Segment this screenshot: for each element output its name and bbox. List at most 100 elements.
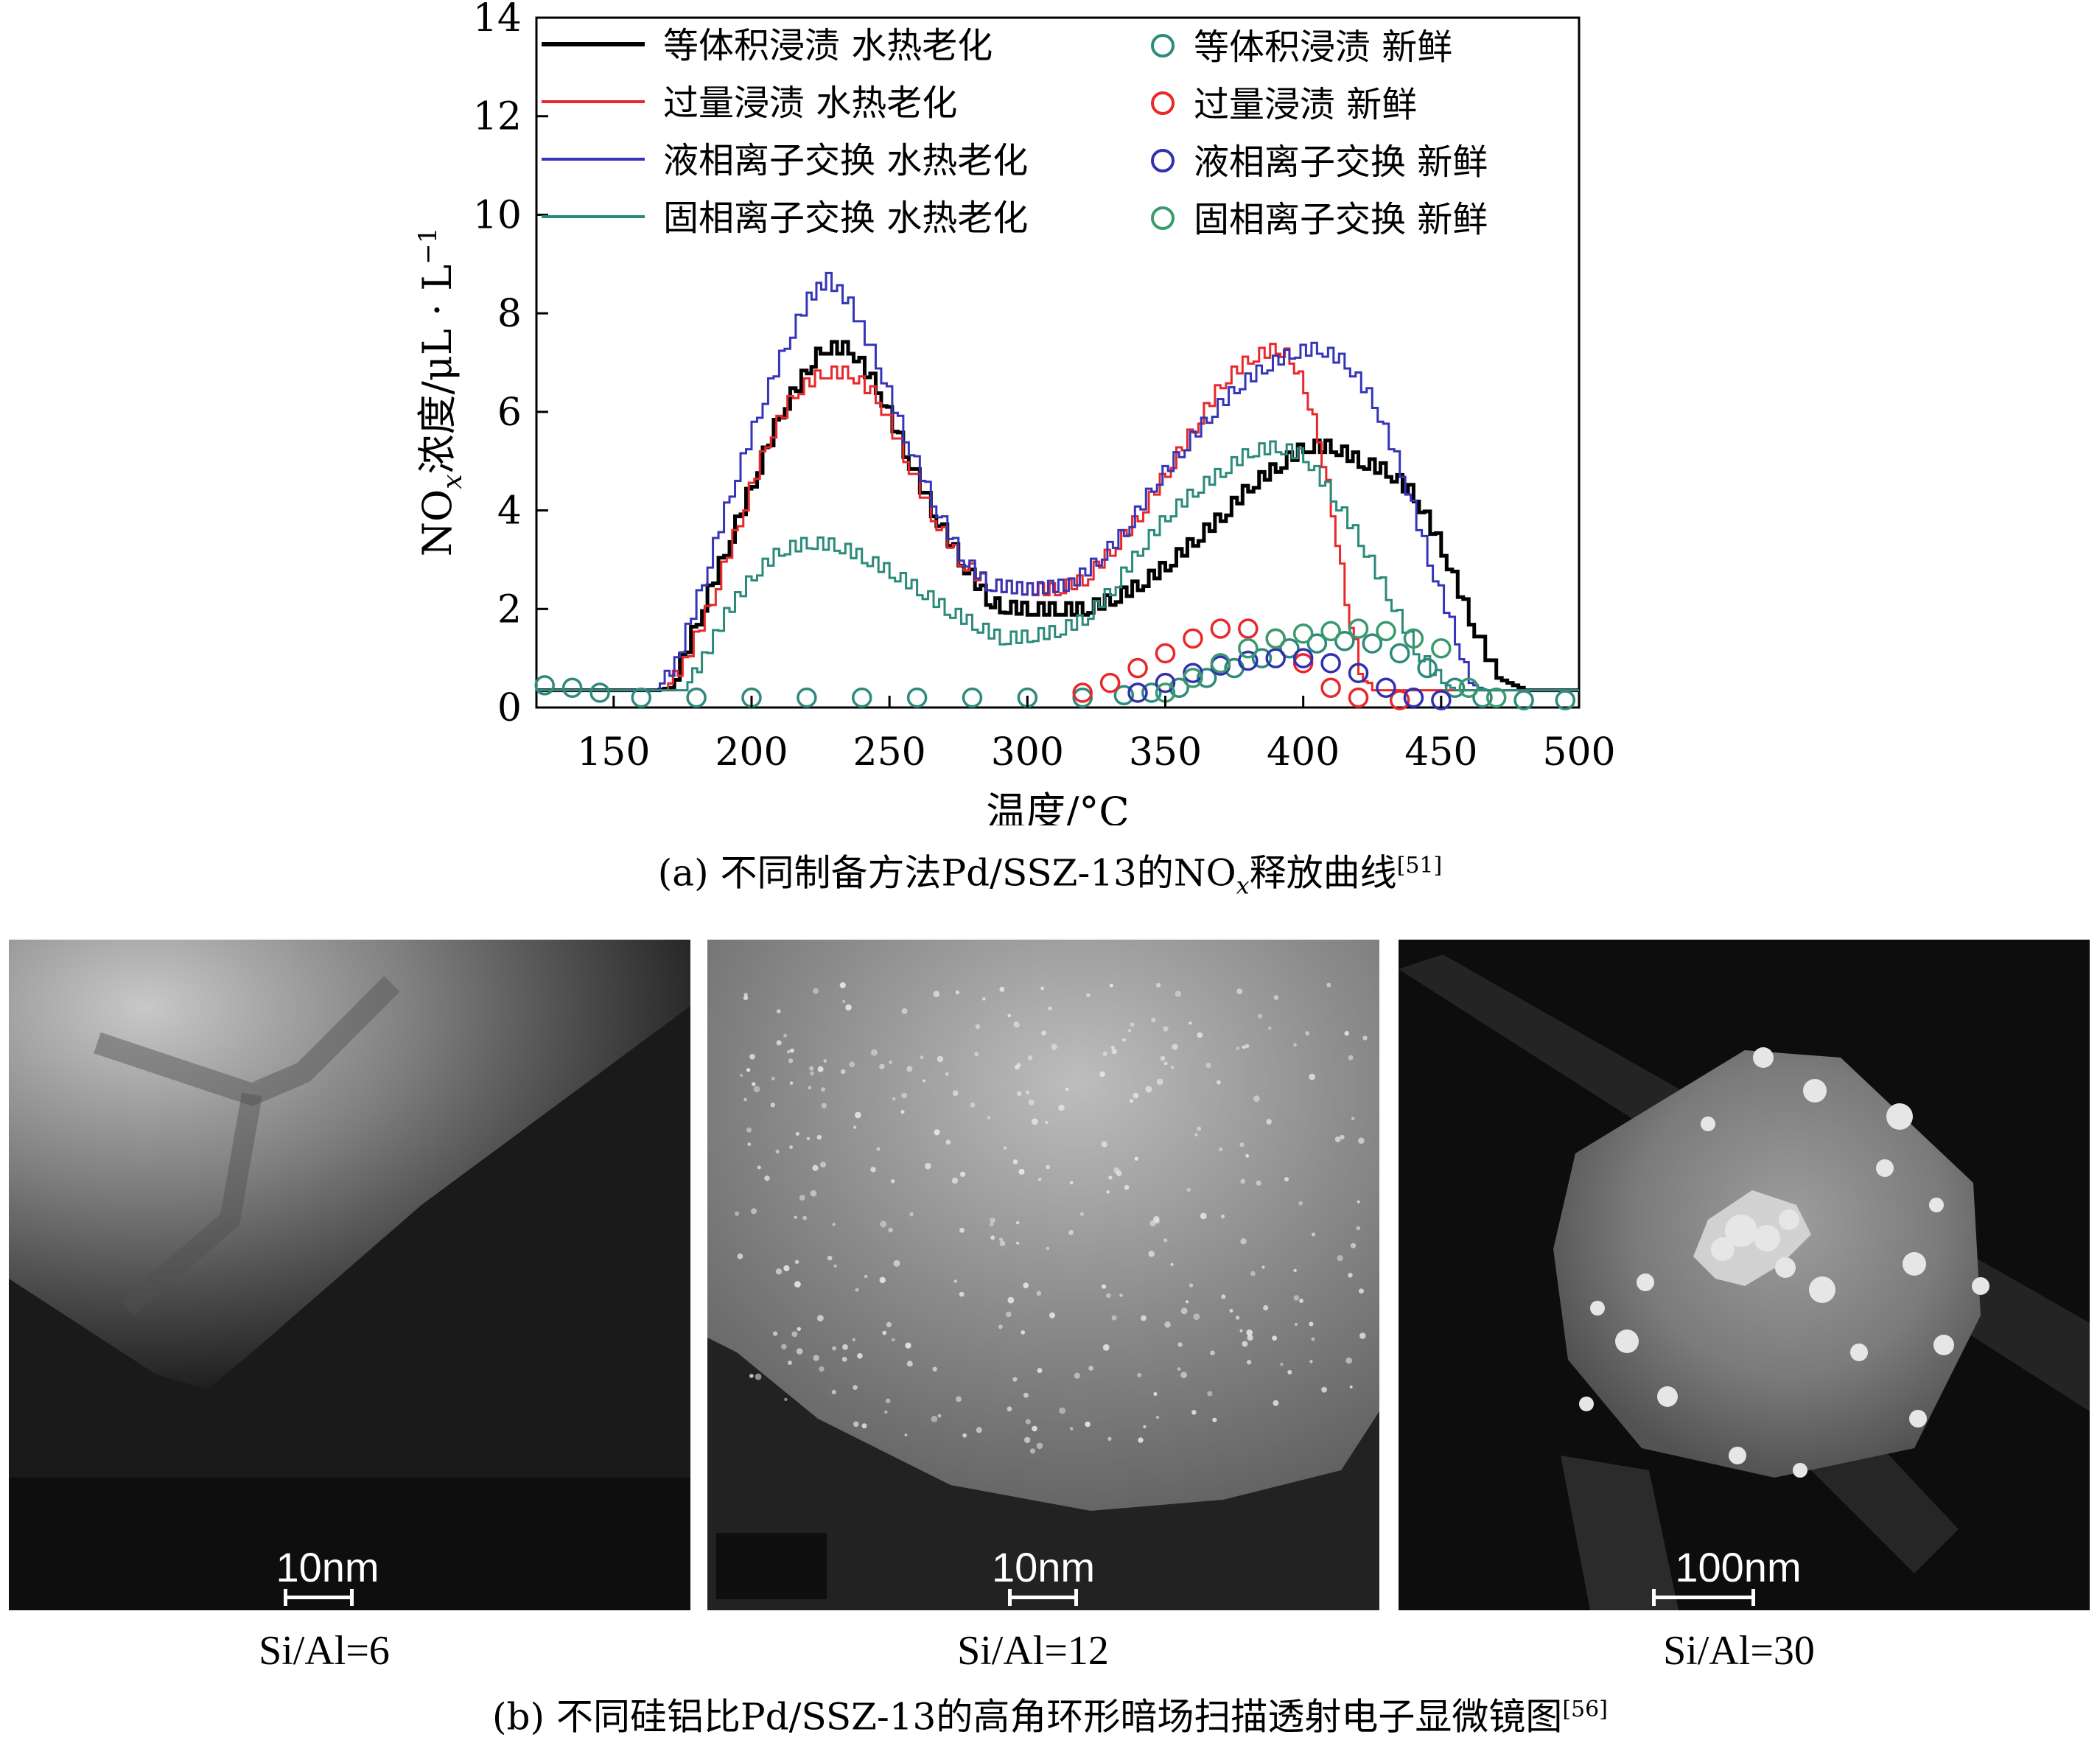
- nanoparticle-dot: [1129, 1099, 1134, 1103]
- nanoparticle-dot: [1299, 1299, 1303, 1303]
- pd-cluster: [1637, 1273, 1654, 1291]
- nanoparticle-dot: [1069, 1181, 1074, 1185]
- series-5-point-18: [1251, 648, 1273, 668]
- x-tick-label-500: 500: [1542, 730, 1615, 775]
- nanoparticle-dot: [1350, 1243, 1357, 1248]
- nanoparticle-dot: [1219, 1147, 1223, 1152]
- y-tick-label-12: 12: [473, 95, 522, 139]
- nanoparticle-dot: [1138, 1437, 1144, 1443]
- pd-cluster: [1903, 1252, 1926, 1276]
- nanoparticle-dot: [816, 1134, 822, 1140]
- nanoparticle-dot: [1153, 1391, 1158, 1397]
- nanoparticle-dot: [783, 1265, 790, 1271]
- nanoparticle-dot: [1049, 1312, 1055, 1318]
- caption-a-ref: [51]: [1396, 853, 1443, 878]
- nanoparticle-dot: [931, 1416, 938, 1422]
- series-6-point-5: [1183, 628, 1203, 649]
- nanoparticle-dot: [999, 1240, 1006, 1246]
- nanoparticle-dot: [1036, 1442, 1043, 1450]
- series-line-2: [536, 343, 1579, 692]
- nanoparticle-dot: [1273, 995, 1279, 1000]
- nanoparticle-dot: [1025, 1419, 1031, 1425]
- nanoparticle-dot: [813, 1355, 819, 1361]
- nanoparticle-dot: [776, 1009, 781, 1014]
- series-7-point-5: [1238, 650, 1259, 671]
- series-5-point-1: [534, 675, 555, 696]
- nanoparticle-dot: [1293, 1295, 1300, 1301]
- nanoparticle-dot: [1141, 1315, 1147, 1321]
- nanoparticle-dot: [893, 1259, 900, 1267]
- nanoparticle-dot: [1145, 1086, 1152, 1093]
- nanoparticle-dot: [1005, 1311, 1012, 1318]
- series-5-point-19: [1279, 638, 1300, 659]
- series-6-point-11: [1348, 687, 1369, 708]
- nanoparticle-dot: [832, 1223, 836, 1226]
- x-tick-label-150: 150: [577, 730, 650, 775]
- caption-b: (b) 不同硅铝比Pd/SSZ-13的高角环形暗场扫描透射电子显微镜图[56]: [0, 1688, 2100, 1739]
- nanoparticle-dot: [1102, 1051, 1107, 1056]
- nanoparticle-dot: [1180, 1307, 1188, 1315]
- nanoparticle-dot: [1130, 1022, 1135, 1027]
- nanoparticle-dot: [1143, 1425, 1147, 1429]
- nanoparticle-dot: [831, 1389, 836, 1394]
- nanoparticle-dot: [810, 1189, 817, 1197]
- nanoparticle-dot: [747, 1142, 752, 1146]
- nanoparticle-dot: [1038, 1178, 1042, 1181]
- nanoparticle-dot: [1110, 1045, 1115, 1049]
- series-6-point-3: [1127, 657, 1148, 679]
- nanoparticle-dot: [794, 1259, 799, 1265]
- nanoparticle-dot: [864, 1274, 868, 1279]
- nanoparticle-dot: [789, 1145, 793, 1149]
- nanoparticle-dot: [737, 1253, 743, 1259]
- nanoparticle-dot: [1007, 1296, 1015, 1304]
- nanoparticle-dot: [1197, 1126, 1202, 1131]
- micrograph-2-image: [707, 940, 1379, 1610]
- nanoparticle-dot: [1273, 1400, 1279, 1406]
- y-tick-label-8: 8: [497, 292, 522, 336]
- micrograph-label-2: Si/Al=12: [957, 1628, 1109, 1674]
- legend-fresh-label-1: 等体积浸渍 新鲜: [1194, 27, 1452, 68]
- nanoparticle-dot: [1170, 1066, 1175, 1069]
- pd-cluster: [1876, 1159, 1894, 1177]
- nanoparticle-dot: [1258, 1013, 1263, 1019]
- nanoparticle-dot: [1189, 1283, 1194, 1287]
- series-7-point-12: [1431, 690, 1452, 710]
- nanoparticle-dot: [795, 1131, 800, 1136]
- series-5-point-13: [1113, 685, 1135, 706]
- nanoparticle-dot: [775, 1268, 783, 1275]
- nanoparticle-dot: [891, 1179, 895, 1184]
- nanoparticle-dot: [1046, 1246, 1050, 1251]
- caption-a: (a) 不同制备方法Pd/SSZ-13的NOx释放曲线[51]: [0, 844, 2100, 908]
- nanoparticle-dot: [1185, 1300, 1189, 1304]
- nanoparticle-dot: [746, 1127, 752, 1133]
- nanoparticle-dot: [1148, 1251, 1155, 1257]
- series-5-point-4: [631, 687, 651, 708]
- nanoparticle-dot: [999, 986, 1005, 992]
- nanoparticle-dot: [743, 993, 748, 997]
- nanoparticle-dot: [1337, 1255, 1343, 1262]
- nanoparticle-dot: [932, 1366, 937, 1372]
- micrograph-si-al-6: 10nm: [9, 940, 690, 1610]
- nanoparticle-dot: [952, 1090, 959, 1097]
- nanoparticle-dot: [1348, 1273, 1353, 1278]
- nanoparticle-dot: [1359, 1288, 1364, 1294]
- nanoparticle-dot: [809, 1066, 814, 1071]
- nanoparticle-dot: [743, 1097, 747, 1102]
- nanoparticle-dot: [853, 1125, 857, 1129]
- nanoparticle-dot: [845, 1004, 852, 1011]
- nanoparticle-dot: [1051, 1044, 1057, 1050]
- x-tick-label-250: 250: [853, 730, 926, 775]
- nanoparticle-dot: [892, 1338, 895, 1342]
- y-axis-label: NOx浓度/μL · L−1: [413, 228, 468, 556]
- nanoparticle-dot: [1012, 1159, 1018, 1164]
- pd-cluster: [1972, 1277, 1989, 1295]
- nanoparticle-dot: [1236, 988, 1243, 995]
- nanoparticle-dot: [770, 1103, 775, 1108]
- series-6-point-7: [1238, 618, 1259, 639]
- nanoparticle-dot: [1134, 1156, 1138, 1161]
- pd-cluster: [1850, 1344, 1868, 1361]
- nanoparticle-dot: [1127, 1029, 1132, 1033]
- nanoparticle-dot: [989, 1222, 994, 1227]
- nanoparticle-dot: [820, 1161, 826, 1168]
- nanoparticle-dot: [1108, 1175, 1113, 1180]
